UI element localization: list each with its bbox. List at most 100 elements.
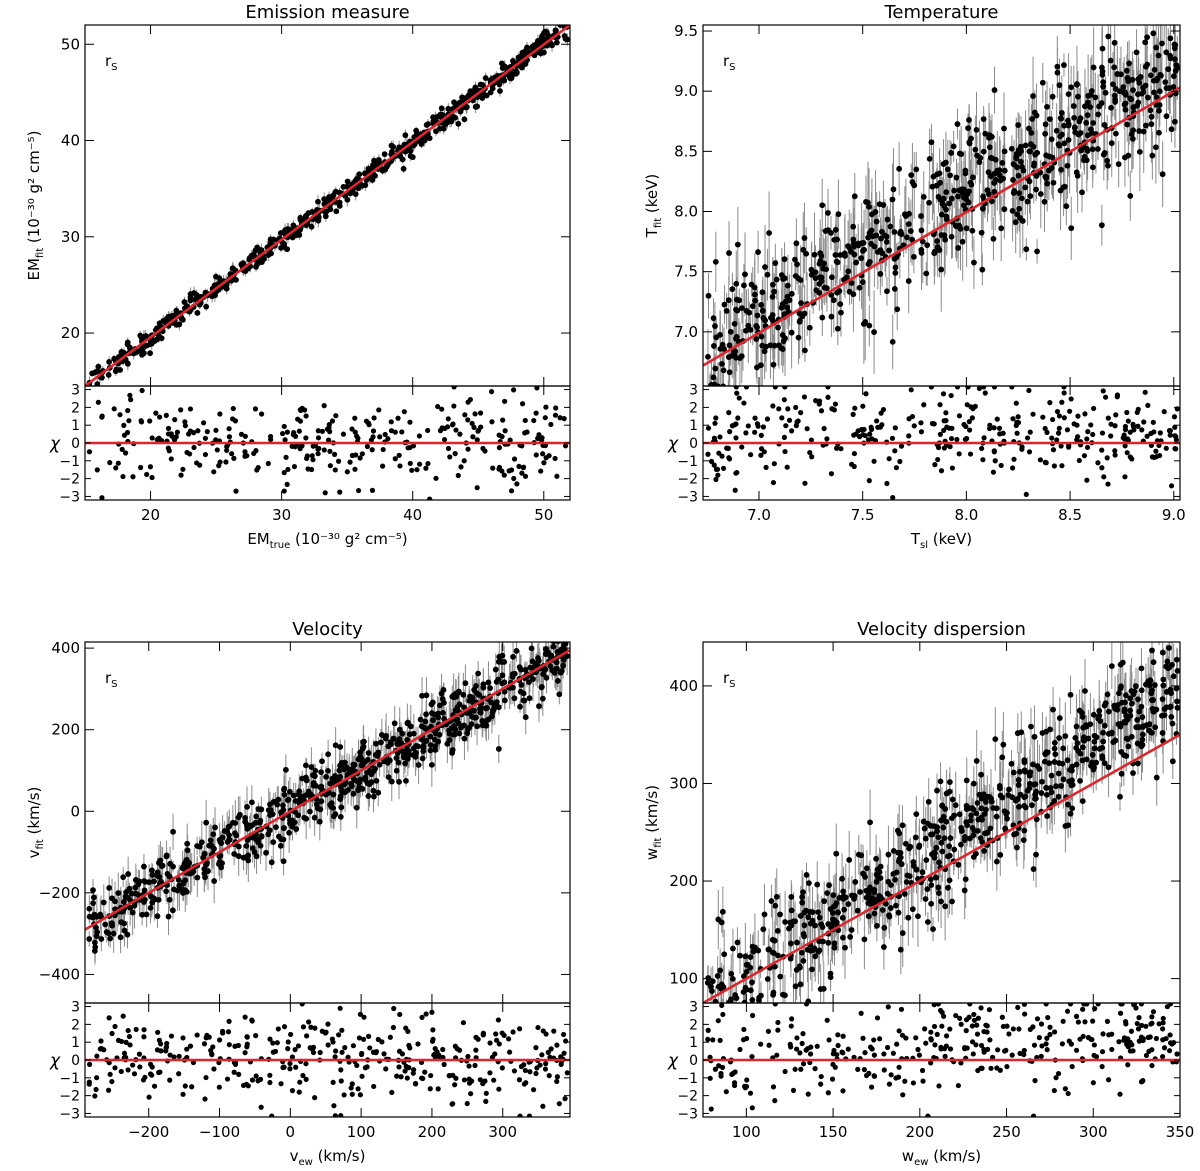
- data-point: [375, 157, 382, 164]
- data-point: [464, 730, 471, 737]
- residual-point: [1099, 430, 1106, 436]
- data-point: [449, 750, 456, 756]
- data-point: [224, 829, 231, 835]
- chart-title: Emission measure: [245, 2, 409, 23]
- residual-point: [380, 446, 386, 453]
- data-point: [759, 307, 766, 314]
- residual-point: [229, 451, 235, 457]
- data-point: [986, 144, 993, 151]
- residual-point: [1129, 456, 1135, 462]
- data-point: [553, 659, 560, 666]
- residual-point: [553, 405, 559, 411]
- data-point: [1149, 152, 1156, 159]
- data-point: [1058, 109, 1065, 116]
- data-point: [158, 335, 165, 342]
- residual-point: [99, 495, 105, 500]
- data-point: [1042, 130, 1049, 137]
- data-point: [446, 727, 453, 734]
- data-point: [526, 679, 532, 685]
- data-point: [773, 276, 780, 283]
- data-point: [193, 292, 200, 298]
- residual-point: [1026, 449, 1033, 455]
- data-point: [1088, 126, 1094, 133]
- data-point: [1079, 189, 1085, 196]
- data-point: [828, 230, 834, 236]
- data-point: [829, 274, 835, 281]
- data-point: [715, 388, 721, 394]
- residual-point: [506, 468, 512, 474]
- data-point: [453, 101, 459, 107]
- residual-point: [407, 460, 413, 467]
- data-point: [1084, 132, 1091, 139]
- data-point: [979, 266, 986, 273]
- residual-point: [296, 428, 302, 434]
- data-point: [1071, 114, 1078, 121]
- data-point: [1098, 222, 1105, 229]
- residual-point: [875, 424, 881, 430]
- residual-point: [309, 453, 315, 459]
- data-point: [480, 681, 487, 688]
- data-point: [733, 306, 739, 313]
- data-point: [1087, 104, 1094, 111]
- residual-point: [341, 1092, 347, 1098]
- residual-point: [533, 410, 539, 416]
- data-point: [315, 198, 321, 205]
- data-point: [886, 247, 893, 254]
- data-point: [1148, 72, 1154, 79]
- data-point: [850, 223, 857, 230]
- data-point: [958, 151, 965, 158]
- residual-point: [226, 426, 232, 432]
- data-point: [378, 739, 384, 746]
- residual-point: [542, 415, 548, 421]
- data-point: [838, 309, 844, 316]
- data-point: [183, 888, 190, 895]
- residual-point: [786, 417, 793, 423]
- data-point: [358, 756, 365, 763]
- residual-point: [832, 401, 839, 407]
- data-point: [1170, 73, 1177, 80]
- residual-point: [355, 1086, 361, 1092]
- data-point: [1026, 178, 1033, 185]
- data-point: [266, 827, 273, 834]
- residual-tick-label: 1: [689, 418, 698, 434]
- data-point: [137, 332, 144, 339]
- residual-point: [1112, 452, 1118, 458]
- residual-point: [465, 417, 471, 423]
- residual-point: [758, 452, 764, 458]
- residual-point: [1015, 419, 1022, 426]
- data-point: [323, 773, 329, 780]
- residual-point: [1125, 418, 1131, 424]
- data-point: [1090, 64, 1097, 71]
- data-point: [350, 790, 357, 797]
- data-point: [285, 796, 292, 803]
- residual-point: [356, 487, 362, 494]
- data-point: [908, 172, 915, 178]
- residual-point: [779, 415, 785, 421]
- residual-point: [389, 1089, 395, 1096]
- data-point: [292, 231, 299, 237]
- residual-point: [770, 403, 776, 409]
- data-point: [396, 778, 402, 785]
- data-point: [913, 166, 920, 173]
- data-point: [905, 278, 912, 284]
- residual-point: [874, 418, 880, 424]
- data-point: [721, 301, 728, 308]
- data-point: [403, 777, 409, 784]
- data-point: [265, 252, 272, 259]
- data-point: [187, 294, 194, 301]
- data-point: [778, 272, 785, 278]
- data-point: [828, 313, 835, 320]
- residual-point: [816, 398, 823, 404]
- residual-point: [180, 466, 186, 472]
- data-point: [184, 847, 191, 854]
- data-point: [143, 911, 150, 918]
- data-point: [457, 108, 464, 115]
- residual-point: [825, 394, 831, 400]
- data-point: [726, 369, 733, 376]
- data-point: [1054, 69, 1061, 76]
- data-point: [798, 300, 805, 306]
- data-point: [769, 293, 776, 300]
- data-point: [154, 913, 161, 920]
- residual-point: [279, 430, 286, 437]
- data-point: [808, 266, 815, 273]
